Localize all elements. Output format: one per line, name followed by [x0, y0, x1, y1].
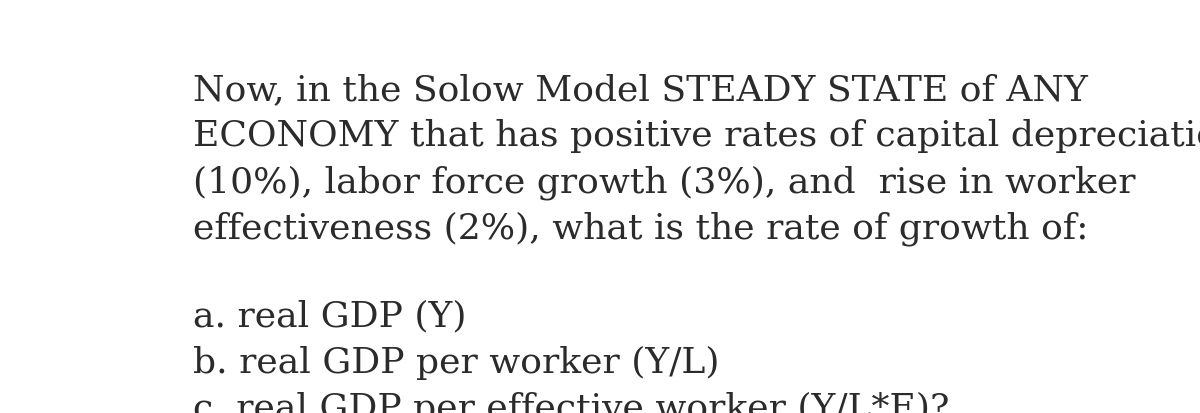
Text: b. real GDP per worker (Y/L): b. real GDP per worker (Y/L) [193, 345, 719, 379]
Text: effectiveness (2%), what is the rate of growth of:: effectiveness (2%), what is the rate of … [193, 211, 1088, 245]
Text: c. real GDP per effective worker (Y/L*E)?: c. real GDP per effective worker (Y/L*E)… [193, 392, 949, 413]
Text: ECONOMY that has positive rates of capital depreciation: ECONOMY that has positive rates of capit… [193, 119, 1200, 153]
Text: Now, in the Solow Model STEADY STATE of ANY: Now, in the Solow Model STEADY STATE of … [193, 73, 1087, 107]
Text: (10%), labor force growth (3%), and  rise in worker: (10%), labor force growth (3%), and rise… [193, 165, 1135, 199]
Text: a. real GDP (Y): a. real GDP (Y) [193, 299, 466, 333]
